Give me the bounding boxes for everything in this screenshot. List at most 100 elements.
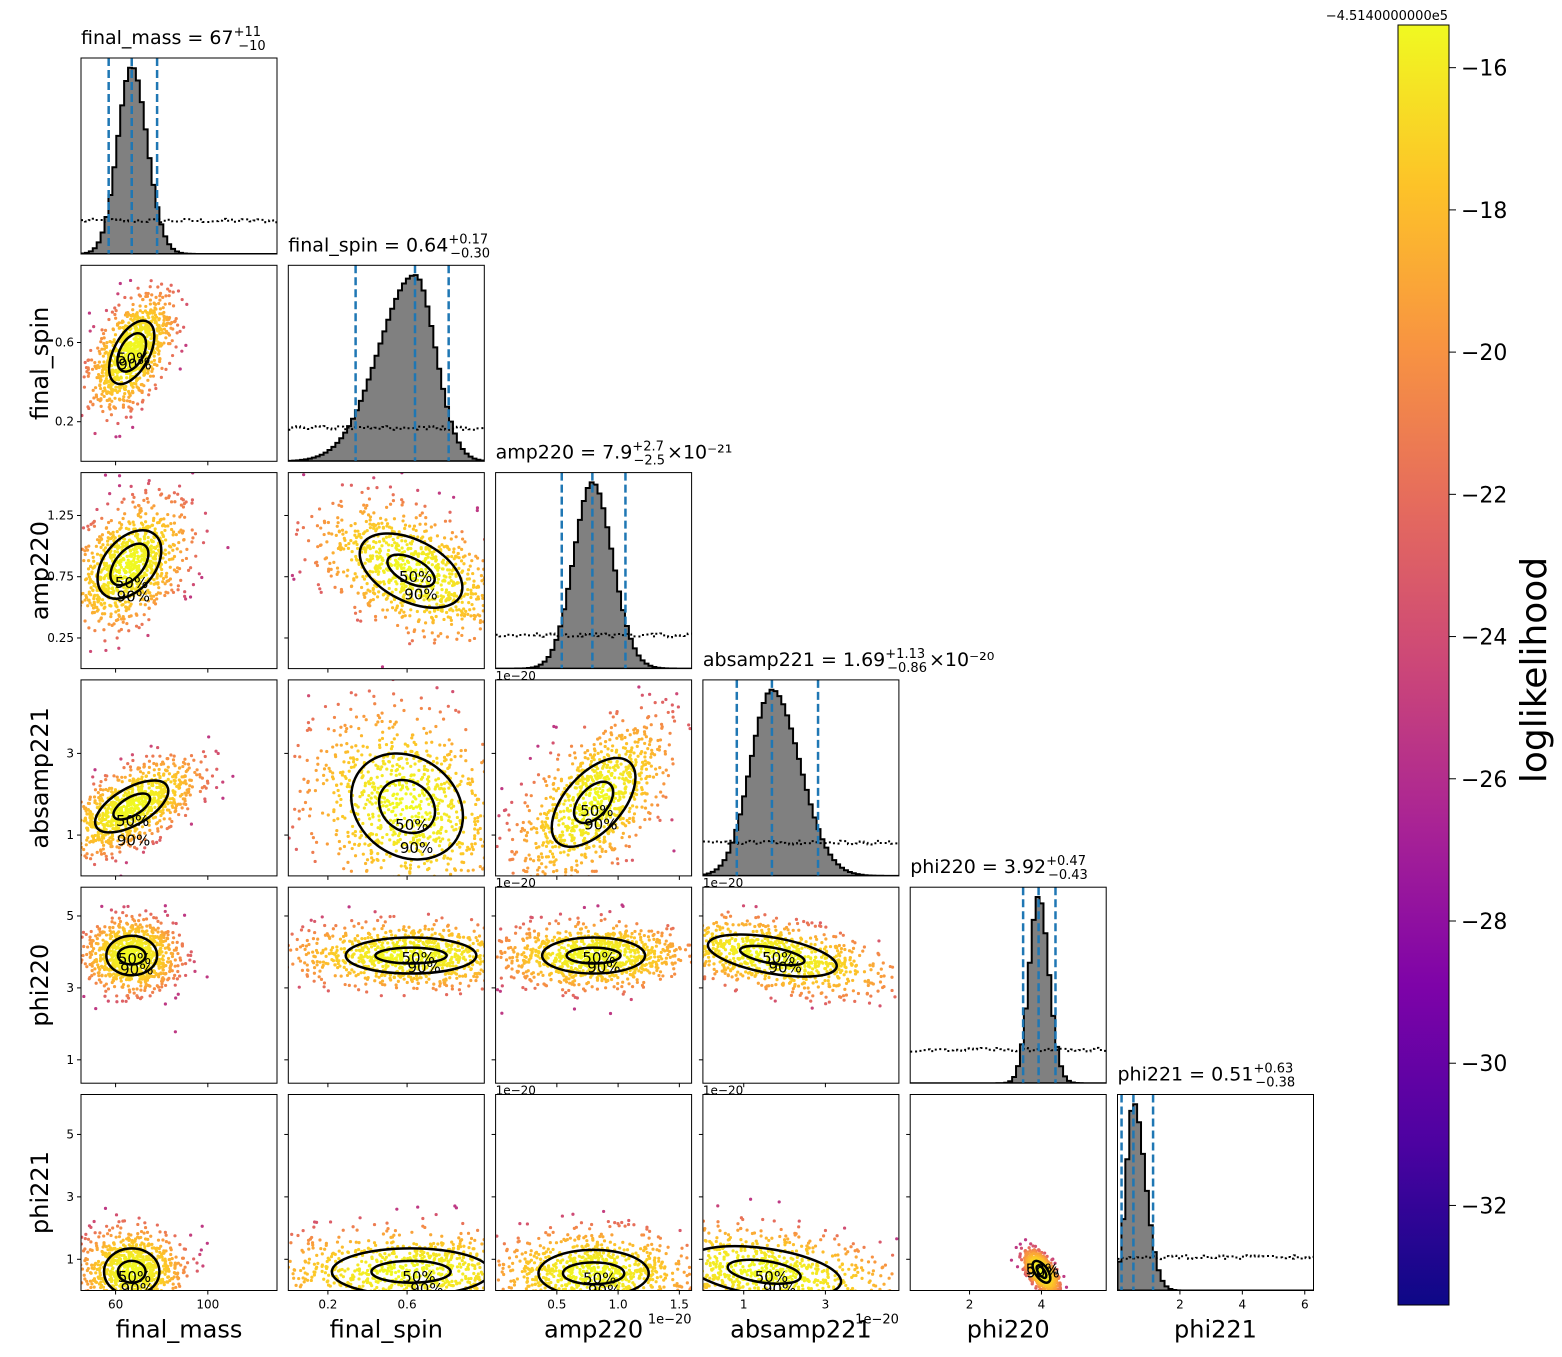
sample-point [93, 629, 96, 632]
sample-point [640, 792, 643, 795]
sample-point [371, 802, 374, 805]
sample-point [430, 616, 433, 619]
sample-point [647, 811, 650, 814]
sample-point [87, 372, 90, 375]
sample-point [434, 725, 437, 728]
sample-point [159, 493, 162, 496]
sample-point [381, 559, 384, 562]
sample-point [90, 358, 93, 361]
sample-point [131, 319, 134, 322]
sample-point [93, 583, 96, 586]
sample-point [318, 587, 321, 590]
sample-point [450, 742, 453, 745]
sample-point [648, 693, 651, 696]
panel-final_spin-absamp221: 90%50% [205, 645, 587, 954]
sample-point [385, 883, 388, 886]
sample-point [414, 805, 417, 808]
sample-point [72, 843, 75, 846]
sample-point [398, 783, 401, 786]
sample-point [362, 745, 365, 748]
sample-point [122, 794, 125, 797]
contour-label: 90% [404, 586, 437, 604]
sample-point [473, 817, 476, 820]
sample-point [114, 859, 117, 862]
sample-point [117, 779, 120, 782]
sample-point [93, 795, 96, 798]
sample-point [131, 753, 134, 756]
sample-point [75, 820, 78, 823]
sample-point [145, 775, 148, 778]
sample-point [538, 889, 541, 892]
sample-point [470, 768, 473, 771]
sample-point [169, 583, 172, 586]
sample-point [388, 855, 391, 858]
sample-point [580, 853, 583, 856]
sample-point [113, 790, 116, 793]
sample-point [126, 762, 129, 765]
sample-point [133, 548, 136, 551]
sample-point [332, 551, 335, 554]
sample-point [296, 528, 299, 531]
sample-point [349, 725, 352, 728]
sample-point [551, 852, 554, 855]
sample-point [99, 576, 102, 579]
sample-point [458, 819, 461, 822]
sample-point [654, 714, 657, 717]
sample-point [172, 465, 175, 468]
sample-point [552, 783, 555, 786]
sample-point [355, 715, 358, 718]
sample-point [151, 540, 154, 543]
sample-point [346, 569, 349, 572]
sample-point [446, 857, 449, 860]
sample-point [128, 522, 131, 525]
sample-point [517, 590, 520, 593]
sample-point [504, 808, 507, 811]
sample-point [171, 804, 174, 807]
sample-point [668, 743, 671, 746]
sample-point [389, 720, 392, 723]
sample-point [646, 747, 649, 750]
sample-point [119, 560, 122, 563]
sample-point [89, 329, 92, 332]
sample-point [374, 541, 377, 544]
sample-point [597, 752, 600, 755]
sample-point [366, 582, 369, 585]
sample-point [191, 528, 194, 531]
sample-point [648, 740, 651, 743]
sample-point [624, 747, 627, 750]
sample-point [382, 569, 385, 572]
sample-point [162, 577, 165, 580]
sample-point [633, 812, 636, 815]
sample-point [151, 754, 154, 757]
sample-point [94, 788, 97, 791]
sample-point [423, 794, 426, 797]
sample-point [105, 774, 108, 777]
sample-point [368, 590, 371, 593]
sample-point [93, 768, 96, 771]
sample-point [367, 909, 370, 912]
sample-point [149, 285, 152, 288]
sample-point [370, 796, 373, 799]
sample-point [91, 368, 94, 371]
sample-point [508, 566, 511, 569]
sample-point [473, 614, 476, 617]
sample-point [298, 817, 301, 820]
sample-point [434, 787, 437, 790]
sample-point [427, 561, 430, 564]
sample-point [363, 842, 366, 845]
sample-point [498, 601, 501, 604]
sample-point [455, 535, 458, 538]
sample-point [186, 807, 189, 810]
sample-point [384, 877, 387, 880]
sample-point [75, 637, 78, 640]
sample-point [115, 309, 118, 312]
sample-point [406, 543, 409, 546]
sample-point [530, 587, 533, 590]
sample-point [453, 557, 456, 560]
sample-point [443, 545, 446, 548]
sample-point [441, 837, 444, 840]
sample-point [448, 815, 451, 818]
sample-point [378, 551, 381, 554]
sample-point [460, 749, 463, 752]
sample-point [359, 610, 362, 613]
